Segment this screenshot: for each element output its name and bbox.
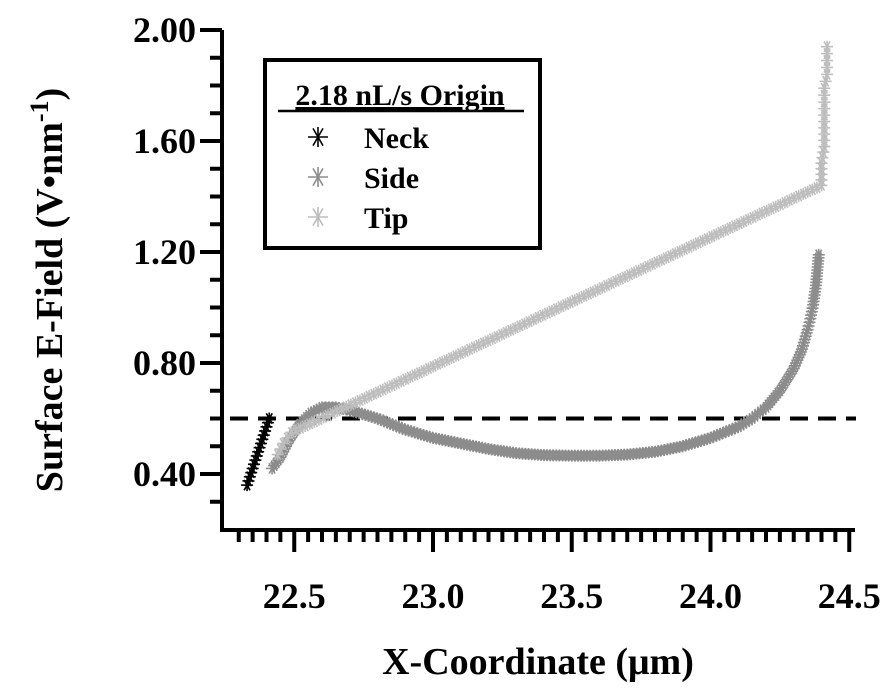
legend-label-tip: Tip (364, 202, 409, 235)
legend-title: 2.18 nL/s Origin (295, 79, 505, 112)
data-point-tip (417, 364, 430, 377)
legend-marker-neck (308, 127, 328, 147)
data-point-tip (641, 260, 654, 273)
data-point-tip (746, 211, 759, 224)
data-point-tip (605, 277, 618, 290)
data-point-tip (536, 309, 549, 322)
data-point-tip (431, 358, 444, 371)
data-point-tip (797, 187, 810, 200)
data-point-tip (600, 279, 613, 292)
data-point-tip (591, 283, 604, 296)
data-point-tip (646, 258, 659, 271)
labels-layer: 0.40 0.80 1.20 1.60 2.00 22.5 23.0 23.5 24.0 24.5… (25, 10, 881, 683)
data-point-tip (486, 332, 499, 345)
legend-marker-tip (308, 207, 328, 227)
data-point-tip (682, 241, 695, 254)
legend-label-neck: Neck (364, 122, 429, 155)
y-axis-title-close: ) (29, 88, 71, 101)
legend: 2.18 nL/s Origin Neck Side Tip (263, 58, 542, 250)
data-point-tip (550, 302, 563, 315)
data-point-tip (422, 362, 435, 375)
data-point-tip (628, 266, 641, 279)
data-point-tip (440, 353, 453, 366)
x-axis-title: X-Coordinate (μm) (382, 641, 694, 683)
data-point-tip (427, 360, 440, 373)
data-point-tip (281, 431, 294, 444)
data-point-tip (367, 388, 380, 401)
legend-marker-side (308, 167, 328, 187)
data-point-tip (449, 349, 462, 362)
x-tick-label: 24.0 (679, 576, 742, 616)
data-point-tip (687, 239, 700, 252)
x-tick-label: 22.5 (263, 576, 326, 616)
data-point-tip (413, 366, 426, 379)
y-axis-title-main: Surface E-Field (V•nm (29, 122, 71, 492)
data-point-tip (821, 40, 834, 53)
legend-label-side: Side (364, 162, 419, 195)
data-point-tip (705, 230, 718, 243)
x-tick-label: 24.5 (818, 576, 881, 616)
data-point-tip (632, 264, 645, 277)
data-point-tip (299, 419, 312, 432)
y-tick-label: 1.20 (133, 232, 196, 272)
data-point-tip (587, 285, 600, 298)
data-point-tip (459, 345, 472, 358)
data-point-tip (559, 298, 572, 311)
data-point-neck (263, 412, 276, 425)
x-tick-label: 23.0 (402, 576, 465, 616)
data-point-tip (504, 324, 517, 337)
data-point-tip (312, 413, 325, 426)
y-axis-title: Surface E-Field (V•nm-1) (25, 88, 71, 492)
data-point-tip (728, 219, 741, 232)
data-point-tip (673, 245, 686, 258)
data-point-tip (523, 315, 536, 328)
axes-layer (200, 28, 855, 552)
x-tick-label: 23.5 (540, 576, 603, 616)
data-point-tip (719, 224, 732, 237)
data-point-tip (322, 409, 335, 422)
y-tick-label: 2.00 (133, 10, 196, 50)
points-layer (241, 40, 834, 492)
y-tick-label: 0.80 (133, 343, 196, 383)
data-point-tip (349, 396, 362, 409)
y-tick-label: 0.40 (133, 454, 196, 494)
data-point-tip (331, 405, 344, 418)
data-point-tip (724, 221, 737, 234)
data-point-side (812, 248, 825, 261)
y-axis-title-superscript: -1 (25, 100, 54, 122)
y-tick-label: 1.60 (133, 121, 196, 161)
data-point-tip (637, 262, 650, 275)
data-point-tip (381, 381, 394, 394)
